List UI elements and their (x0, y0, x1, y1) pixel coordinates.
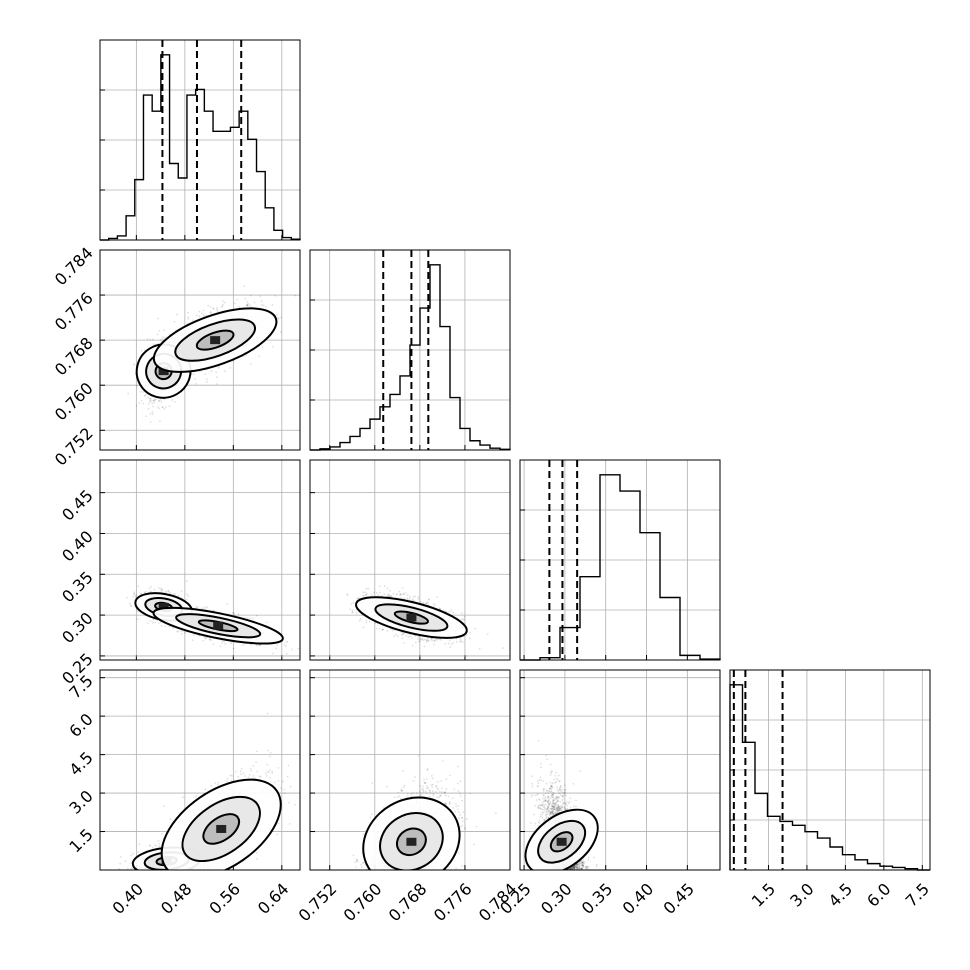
y-tick-label-2-3: 0.40 (58, 527, 97, 566)
y-tick-label-3-3: 6.0 (65, 710, 96, 741)
scatter-panel-2-3 (519, 669, 721, 871)
y-tick-label-2-4: 0.45 (58, 486, 97, 525)
x-tick-label-3-2: 4.5 (825, 879, 856, 910)
hist-frame-1 (309, 249, 511, 451)
hist-panel-1 (309, 249, 511, 451)
scatter-frame-1 (99, 459, 301, 661)
histogram-3 (729, 684, 930, 871)
x-tick-label-3-4: 7.5 (902, 879, 933, 910)
x-tick-label-3-1: 3.0 (786, 879, 817, 910)
contours-2 (355, 596, 468, 639)
scatter-panel-0-1 (99, 249, 301, 451)
scatter-panel-0-2 (99, 459, 301, 661)
hist-panel-0 (99, 39, 301, 241)
scatter-frame-0 (99, 249, 301, 451)
x-tick-label-3-3: 6.0 (863, 879, 894, 910)
y-tick-label-3-1: 3.0 (65, 786, 96, 817)
x-tick-label-3-0: 1.5 (748, 879, 779, 910)
x-tick-label-0-0: 0.40 (108, 879, 147, 918)
y-tick-label-3-0: 1.5 (65, 825, 96, 856)
contours-4 (362, 796, 461, 870)
contours-0 (135, 307, 278, 399)
x-tick-label-0-3: 0.64 (254, 879, 293, 918)
y-tick-label-1-2: 0.768 (51, 333, 97, 379)
scatter-frame-5 (519, 669, 721, 871)
y-tick-label-1-3: 0.776 (51, 288, 97, 334)
contours-5 (524, 808, 599, 870)
hist-panel-3 (729, 669, 931, 871)
y-tick-label-2-1: 0.30 (58, 608, 97, 647)
hist-frame-0 (99, 39, 301, 241)
y-tick-label-1-1: 0.760 (51, 379, 97, 425)
x-tick-label-0-2: 0.56 (205, 879, 244, 918)
scatter-frame-4 (309, 669, 511, 871)
contours-3 (131, 778, 282, 870)
hist-panel-2 (519, 459, 721, 661)
scatter-frame-3 (99, 669, 301, 871)
contours-1 (134, 592, 284, 645)
y-tick-label-2-2: 0.35 (58, 568, 97, 607)
x-tick-label-1-2: 0.768 (385, 879, 431, 925)
x-tick-label-2-1: 0.30 (537, 879, 576, 918)
x-tick-label-1-3: 0.776 (430, 879, 476, 925)
histogram-2 (520, 474, 721, 661)
y-tick-label-1-4: 0.784 (51, 243, 97, 289)
x-tick-label-2-2: 0.35 (578, 879, 617, 918)
scatter-frame-2 (309, 459, 511, 661)
x-tick-label-1-1: 0.760 (340, 879, 386, 925)
hist-frame-2 (519, 459, 721, 661)
scatter-panel-1-2 (309, 459, 511, 661)
histogram-0 (100, 54, 301, 241)
y-tick-label-1-0: 0.752 (51, 424, 97, 470)
scatter-panel-1-3 (309, 669, 511, 871)
x-tick-label-1-0: 0.752 (295, 879, 341, 925)
histogram-1 (310, 264, 511, 451)
y-tick-label-3-2: 4.5 (65, 748, 96, 779)
x-tick-label-0-1: 0.48 (157, 879, 196, 918)
hist-frame-3 (729, 669, 931, 871)
x-tick-label-2-3: 0.40 (619, 879, 658, 918)
scatter-panel-0-3 (99, 669, 301, 871)
x-tick-label-2-4: 0.45 (659, 879, 698, 918)
